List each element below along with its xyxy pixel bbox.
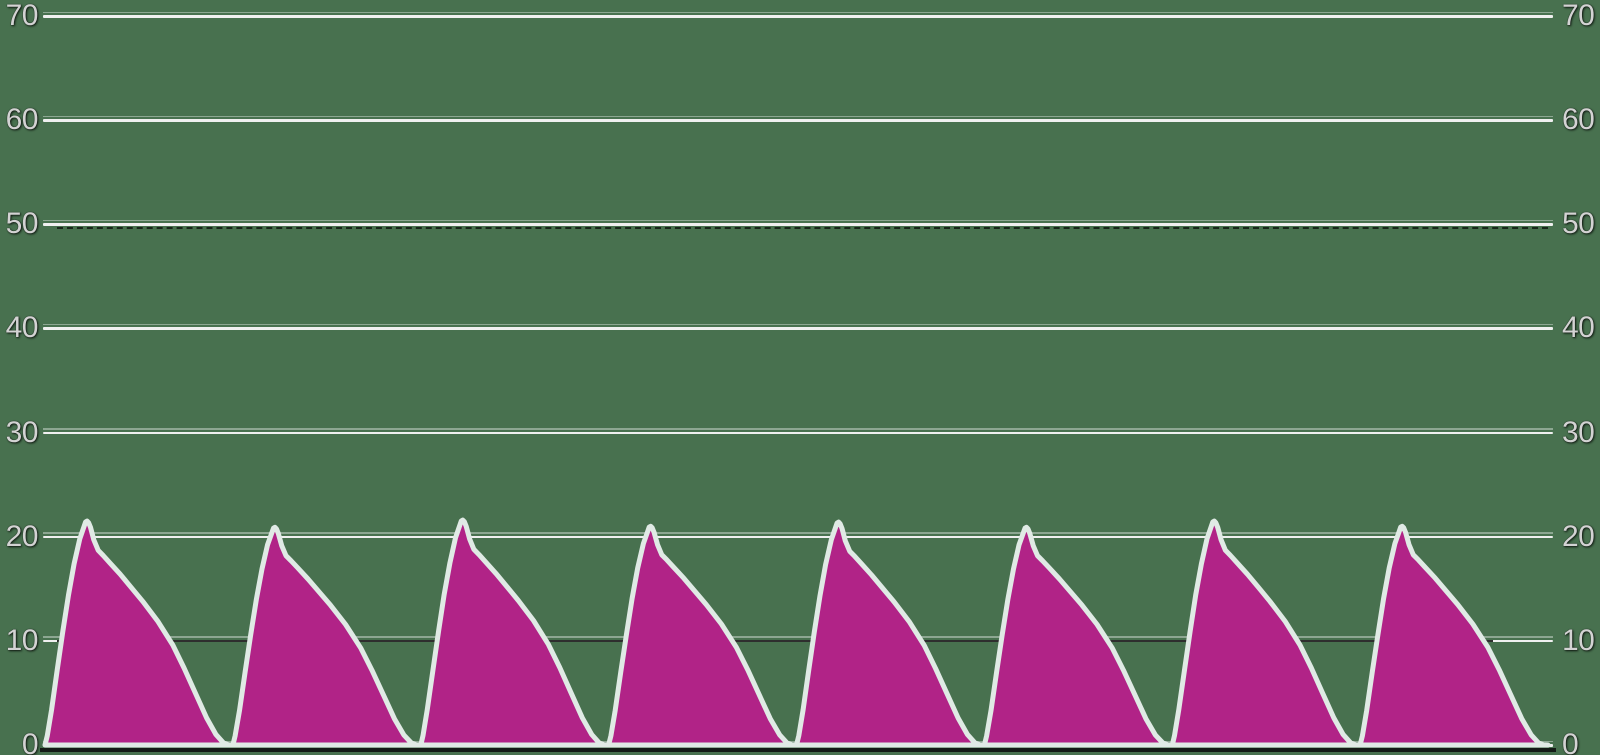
y-axis-label-left-70: 70: [5, 0, 39, 33]
gridline-70: [43, 15, 1553, 18]
gridline-soft-60: [43, 115, 1553, 118]
y-axis-label-right-50: 50: [1562, 207, 1595, 241]
gridline-60: [43, 119, 1553, 122]
y-axis-label-right-30: 30: [1562, 415, 1595, 449]
y-axis-label-left-30: 30: [5, 415, 39, 449]
y-axis-label-left-0: 0: [21, 728, 39, 755]
y-axis-label-left-60: 60: [5, 103, 39, 137]
gridline-soft-40: [43, 323, 1553, 326]
gridline-50: [43, 223, 1553, 226]
dashed-shadow-under-50: [57, 226, 1548, 229]
y-axis-label-left-10: 10: [5, 623, 39, 657]
y-axis-label-right-60: 60: [1562, 103, 1595, 137]
y-axis-label-right-70: 70: [1562, 0, 1595, 33]
gridline-40: [43, 327, 1553, 330]
gridline-soft-10: [43, 636, 1553, 638]
y-axis-label-right-20: 20: [1562, 519, 1595, 553]
gridline-20: [43, 535, 1553, 539]
y-axis-label-left-40: 40: [5, 311, 39, 345]
y-axis-label-right-40: 40: [1562, 311, 1595, 345]
dark-gridline-10-segment: [57, 639, 1493, 642]
gridline-soft-30: [43, 428, 1553, 430]
gridline-soft-70: [43, 11, 1553, 14]
gridline-30: [43, 431, 1553, 435]
y-axis-label-left-50: 50: [5, 207, 39, 241]
y-axis-label-right-10: 10: [1562, 623, 1595, 657]
gridline-soft-20: [43, 532, 1553, 534]
x-axis-line: [40, 748, 1556, 752]
y-axis-label-right-0: 0: [1562, 728, 1579, 755]
spike-area-path: [42, 517, 1551, 748]
gridline-soft-50: [43, 219, 1553, 222]
y-axis-label-left-20: 20: [5, 519, 39, 553]
